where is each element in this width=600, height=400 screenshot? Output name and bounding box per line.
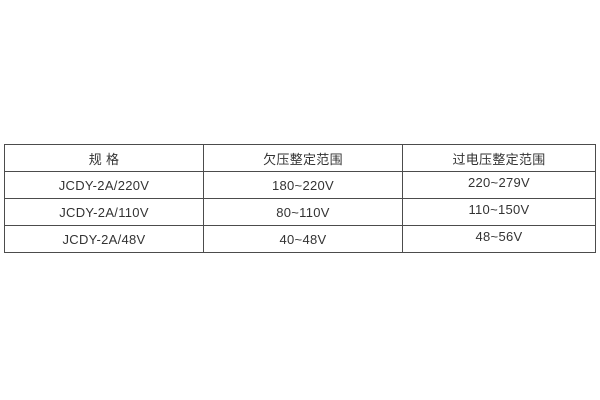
- table-row: JCDY-2A/110V 80~110V 110~150V: [4, 198, 596, 226]
- overvoltage-range-cell: 48~56V: [402, 225, 596, 253]
- col-header-overvoltage-range: 过电压整定范围: [402, 144, 596, 172]
- col-header-undervoltage-range: 欠压整定范围: [203, 144, 403, 172]
- undervoltage-range-cell: 80~110V: [203, 198, 403, 226]
- spec-table: 规 格 欠压整定范围 过电压整定范围 JCDY-2A/220V 180~220V…: [4, 144, 596, 253]
- spec-model-cell: JCDY-2A/220V: [4, 171, 204, 199]
- table-row: JCDY-2A/220V 180~220V 220~279V: [4, 171, 596, 199]
- header-row: 规 格 欠压整定范围 过电压整定范围: [4, 144, 596, 172]
- undervoltage-range-cell: 40~48V: [203, 225, 403, 253]
- overvoltage-range-cell: 220~279V: [402, 171, 596, 199]
- undervoltage-range-cell: 180~220V: [203, 171, 403, 199]
- overvoltage-range-cell: 110~150V: [402, 198, 596, 226]
- spec-model-cell: JCDY-2A/48V: [4, 225, 204, 253]
- table-row: JCDY-2A/48V 40~48V 48~56V: [4, 225, 596, 253]
- col-header-spec: 规 格: [4, 144, 204, 172]
- spec-model-cell: JCDY-2A/110V: [4, 198, 204, 226]
